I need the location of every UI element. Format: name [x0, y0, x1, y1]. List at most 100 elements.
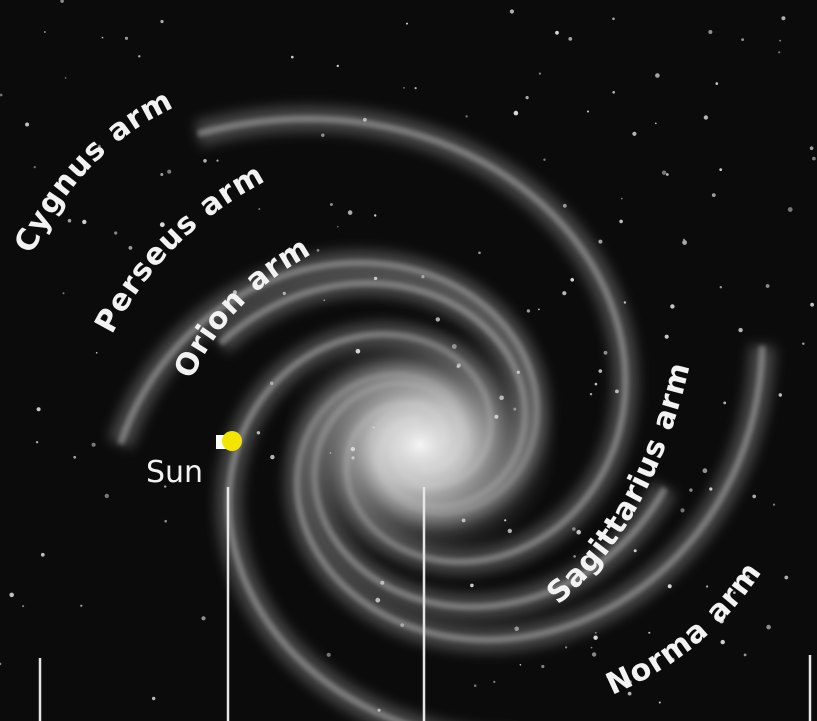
- star: [348, 210, 353, 215]
- star: [526, 96, 529, 99]
- star: [41, 553, 45, 557]
- star: [406, 23, 408, 25]
- star: [568, 37, 572, 41]
- star: [201, 616, 205, 620]
- star: [105, 494, 109, 498]
- star: [68, 219, 72, 223]
- star: [152, 697, 155, 700]
- star: [666, 173, 669, 176]
- star: [80, 605, 82, 607]
- star: [44, 31, 46, 33]
- star: [721, 640, 725, 644]
- star: [513, 408, 516, 411]
- star: [703, 468, 708, 473]
- star: [590, 393, 592, 395]
- star: [167, 170, 171, 174]
- star: [712, 193, 716, 197]
- star: [37, 407, 41, 411]
- star: [317, 249, 320, 252]
- star: [330, 203, 333, 206]
- star: [138, 55, 140, 57]
- star: [466, 115, 468, 117]
- star: [380, 581, 384, 585]
- star: [655, 73, 660, 78]
- star: [92, 443, 96, 447]
- star: [538, 309, 540, 311]
- star: [632, 132, 636, 136]
- star: [125, 37, 128, 40]
- star: [773, 504, 775, 506]
- star: [517, 371, 520, 374]
- star: [810, 303, 814, 307]
- star: [9, 593, 14, 598]
- star: [270, 455, 274, 459]
- star: [351, 447, 355, 451]
- star: [330, 452, 332, 454]
- star: [802, 343, 804, 345]
- star: [563, 204, 567, 208]
- star: [102, 37, 104, 39]
- star: [527, 309, 530, 312]
- star: [665, 335, 669, 339]
- star: [82, 220, 86, 224]
- star: [25, 123, 29, 127]
- star: [595, 383, 598, 386]
- star: [356, 349, 361, 354]
- star: [744, 654, 747, 657]
- star: [351, 456, 354, 459]
- star: [689, 488, 692, 491]
- star: [114, 231, 117, 234]
- star: [723, 402, 726, 405]
- star: [337, 65, 339, 67]
- star: [591, 647, 593, 649]
- star: [257, 431, 260, 434]
- star: [520, 664, 522, 666]
- star: [570, 278, 574, 282]
- star: [374, 214, 376, 216]
- sun-label: Sun: [146, 455, 203, 490]
- star: [73, 456, 76, 459]
- star: [752, 495, 756, 499]
- star: [291, 56, 294, 59]
- star: [34, 166, 36, 168]
- star: [470, 584, 474, 588]
- star: [706, 585, 708, 587]
- star: [619, 220, 623, 224]
- star: [784, 576, 788, 580]
- star: [321, 134, 324, 137]
- star: [415, 87, 417, 89]
- star: [65, 77, 67, 79]
- star: [738, 328, 742, 332]
- star: [452, 344, 457, 349]
- star: [682, 240, 687, 245]
- star: [63, 292, 65, 294]
- star: [504, 519, 506, 521]
- star: [216, 160, 218, 162]
- star: [203, 159, 207, 163]
- star: [374, 277, 377, 280]
- star: [659, 702, 661, 704]
- star: [812, 157, 816, 161]
- star: [562, 291, 566, 295]
- star: [129, 246, 133, 250]
- star: [96, 352, 98, 354]
- star: [788, 207, 793, 212]
- star: [541, 665, 544, 668]
- star: [766, 284, 770, 288]
- star: [648, 632, 650, 634]
- star: [604, 351, 608, 355]
- star: [778, 51, 780, 53]
- star: [662, 171, 666, 175]
- star: [779, 40, 781, 42]
- star: [474, 684, 477, 687]
- star: [709, 487, 712, 490]
- star: [514, 111, 519, 116]
- star: [779, 393, 782, 396]
- star: [539, 73, 541, 75]
- star: [595, 632, 597, 634]
- star: [510, 9, 514, 13]
- galaxy-illustration: Cygnus arm Perseus arm Orion arm Sagitta…: [0, 0, 817, 721]
- star: [164, 520, 167, 523]
- star: [22, 605, 24, 607]
- star: [478, 252, 481, 255]
